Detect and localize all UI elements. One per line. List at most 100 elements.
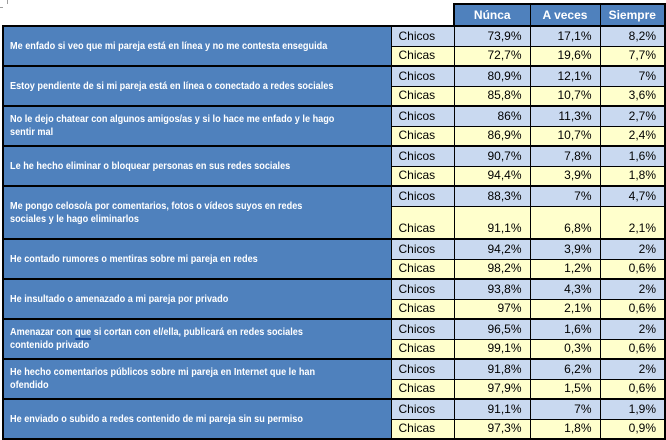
- statement-text: Le he hecho eliminar o bloquear personas…: [10, 159, 291, 172]
- gender-label-chicas: Chicas: [390, 85, 455, 107]
- value-aveces: 4,3%: [529, 278, 601, 300]
- value-siempre: 0,6%: [599, 258, 666, 280]
- row-chicos-7: He insultado o amenazado a mi pareja por…: [2, 278, 666, 320]
- value-siempre: 1,9%: [599, 398, 666, 420]
- gender-label-chicas: Chicas: [390, 258, 455, 280]
- gender-label-chicos: Chicos: [390, 105, 455, 127]
- value-nunca: 97,3%: [453, 418, 531, 440]
- value-aveces: 2,1%: [529, 298, 601, 320]
- row-chicas-4: Chicas 94,4% 3,9% 1,8%: [3, 165, 666, 187]
- value-nunca: 86,9%: [453, 125, 531, 147]
- statement-cell-4: Le he hecho eliminar o bloquear personas…: [2, 145, 392, 187]
- value-siempre: 0,9%: [599, 418, 666, 440]
- value-aveces: 7%: [529, 185, 601, 207]
- gender-label-chicas: Chicas: [390, 125, 455, 147]
- row-chicos-8: Amenazar con que si cortan con el/ella, …: [2, 318, 666, 360]
- gender-label-chicos: Chicos: [390, 358, 455, 380]
- row-chicos-5: Me pongo celoso/a por comentarios, fotos…: [2, 185, 666, 240]
- value-siempre: 1,8%: [599, 165, 666, 187]
- value-aveces: 12,1%: [529, 65, 601, 87]
- gender-label-chicos: Chicos: [390, 318, 455, 340]
- statement-text: He hecho comentarios públicos sobre mi p…: [10, 366, 316, 378]
- row-chicos-4: Le he hecho eliminar o bloquear personas…: [2, 145, 666, 187]
- gender-label-chicos: Chicos: [390, 185, 455, 207]
- value-nunca: 94,4%: [453, 165, 531, 187]
- gender-label-chicas: Chicas: [390, 338, 455, 360]
- gender-label-chicas: Chicas: [390, 205, 455, 240]
- value-nunca: 91,1%: [453, 398, 531, 420]
- row-chicos-10: He enviado o subido a redes contenido de…: [2, 398, 666, 440]
- value-aveces: 1,8%: [529, 418, 601, 440]
- statement-cell-7: He insultado o amenazado a mi pareja por…: [2, 278, 392, 320]
- value-nunca: 85,8%: [453, 85, 531, 107]
- statement-text-part: Amenazar con: [10, 326, 75, 338]
- value-siempre: 0,6%: [599, 298, 666, 320]
- gender-label-chicos: Chicos: [390, 65, 455, 87]
- statement-cell-3: No le dejo chatear con algunos amigos/as…: [2, 105, 392, 147]
- value-nunca: 90,7%: [453, 145, 531, 167]
- value-siempre: 2%: [599, 358, 666, 380]
- value-siempre: 2%: [599, 318, 666, 340]
- statement-text: contenido privado: [10, 339, 90, 351]
- row-chicos-3: No le dejo chatear con algunos amigos/as…: [2, 105, 666, 147]
- gender-label-chicos: Chicos: [390, 25, 455, 47]
- value-nunca: 80,9%: [453, 65, 531, 87]
- statement-text: ofendido: [10, 379, 49, 391]
- grammar-underlined-word: que: [74, 326, 92, 340]
- value-siempre: 2%: [599, 238, 666, 260]
- gender-label-chicas: Chicas: [390, 418, 455, 440]
- gender-label-chicas: Chicas: [390, 45, 455, 67]
- row-chicas-2: Chicas 85,8% 10,7% 3,6%: [3, 85, 666, 107]
- gender-label-chicas: Chicas: [390, 165, 455, 187]
- statement-cell-2: Estoy pendiente de si mi pareja está en …: [2, 65, 392, 107]
- value-aveces: 7%: [529, 398, 601, 420]
- value-aveces: 1,5%: [529, 378, 601, 400]
- value-nunca: 97,9%: [453, 378, 531, 400]
- value-aveces: 0,3%: [529, 338, 601, 360]
- row-chicas-10: Chicas 97,3% 1,8% 0,9%: [3, 418, 666, 440]
- row-chicas-7: Chicas 97% 2,1% 0,6%: [3, 298, 666, 320]
- value-aveces: 19,6%: [529, 45, 601, 67]
- gender-label-chicos: Chicos: [390, 398, 455, 420]
- value-aveces: 10,7%: [529, 125, 601, 147]
- statement-text: He insultado o amenazado a mi pareja por…: [10, 292, 229, 305]
- header-spacer-label: [391, 4, 454, 26]
- value-siempre: 0,6%: [599, 378, 666, 400]
- statement-text: sociales y le hago eliminarlos: [10, 212, 139, 225]
- value-siempre: 4,7%: [599, 185, 666, 207]
- header-cell-nunca: Núnca: [453, 3, 531, 27]
- row-chicos-2: Estoy pendiente de si mi pareja está en …: [2, 65, 666, 107]
- value-siempre: 7%: [599, 65, 666, 87]
- statement-cell-10: He enviado o subido a redes contenido de…: [2, 398, 392, 440]
- value-nunca: 91,1%: [453, 205, 531, 240]
- value-nunca: 93,8%: [453, 278, 531, 300]
- value-nunca: 94,2%: [453, 238, 531, 260]
- value-siempre: 7,7%: [599, 45, 666, 67]
- results-table: Núnca A veces Siempre Me enfado si veo q…: [2, 3, 666, 440]
- value-siempre: 2,1%: [599, 205, 666, 240]
- value-nunca: 86%: [453, 105, 531, 127]
- statement-text: sentir mal: [10, 126, 54, 138]
- statement-cell-5: Me pongo celoso/a por comentarios, fotos…: [2, 185, 392, 240]
- value-aveces: 17,1%: [529, 25, 601, 47]
- value-nunca: 91,8%: [453, 358, 531, 380]
- row-chicas-9: Chicas 97,9% 1,5% 0,6%: [3, 378, 666, 400]
- gender-label-chicos: Chicos: [390, 278, 455, 300]
- statement-cell-9: He hecho comentarios públicos sobre mi p…: [2, 358, 392, 400]
- statement-text: He enviado o subido a redes contenido de…: [10, 412, 303, 425]
- value-aveces: 10,7%: [529, 85, 601, 107]
- value-nunca: 99,1%: [453, 338, 531, 360]
- header-spacer-statement: [3, 4, 391, 26]
- statement-text: Estoy pendiente de si mi pareja está en …: [10, 79, 334, 92]
- value-siempre: 2%: [599, 278, 666, 300]
- value-siempre: 2,4%: [599, 125, 666, 147]
- gender-label-chicos: Chicos: [390, 145, 455, 167]
- gender-label-chicos: Chicos: [390, 238, 455, 260]
- value-siempre: 2,7%: [599, 105, 666, 127]
- value-siempre: 3,6%: [599, 85, 666, 107]
- row-chicos-9: He hecho comentarios públicos sobre mi p…: [2, 358, 666, 400]
- gender-label-chicas: Chicas: [390, 378, 455, 400]
- value-nunca: 73,9%: [453, 25, 531, 47]
- value-aveces: 1,6%: [529, 318, 601, 340]
